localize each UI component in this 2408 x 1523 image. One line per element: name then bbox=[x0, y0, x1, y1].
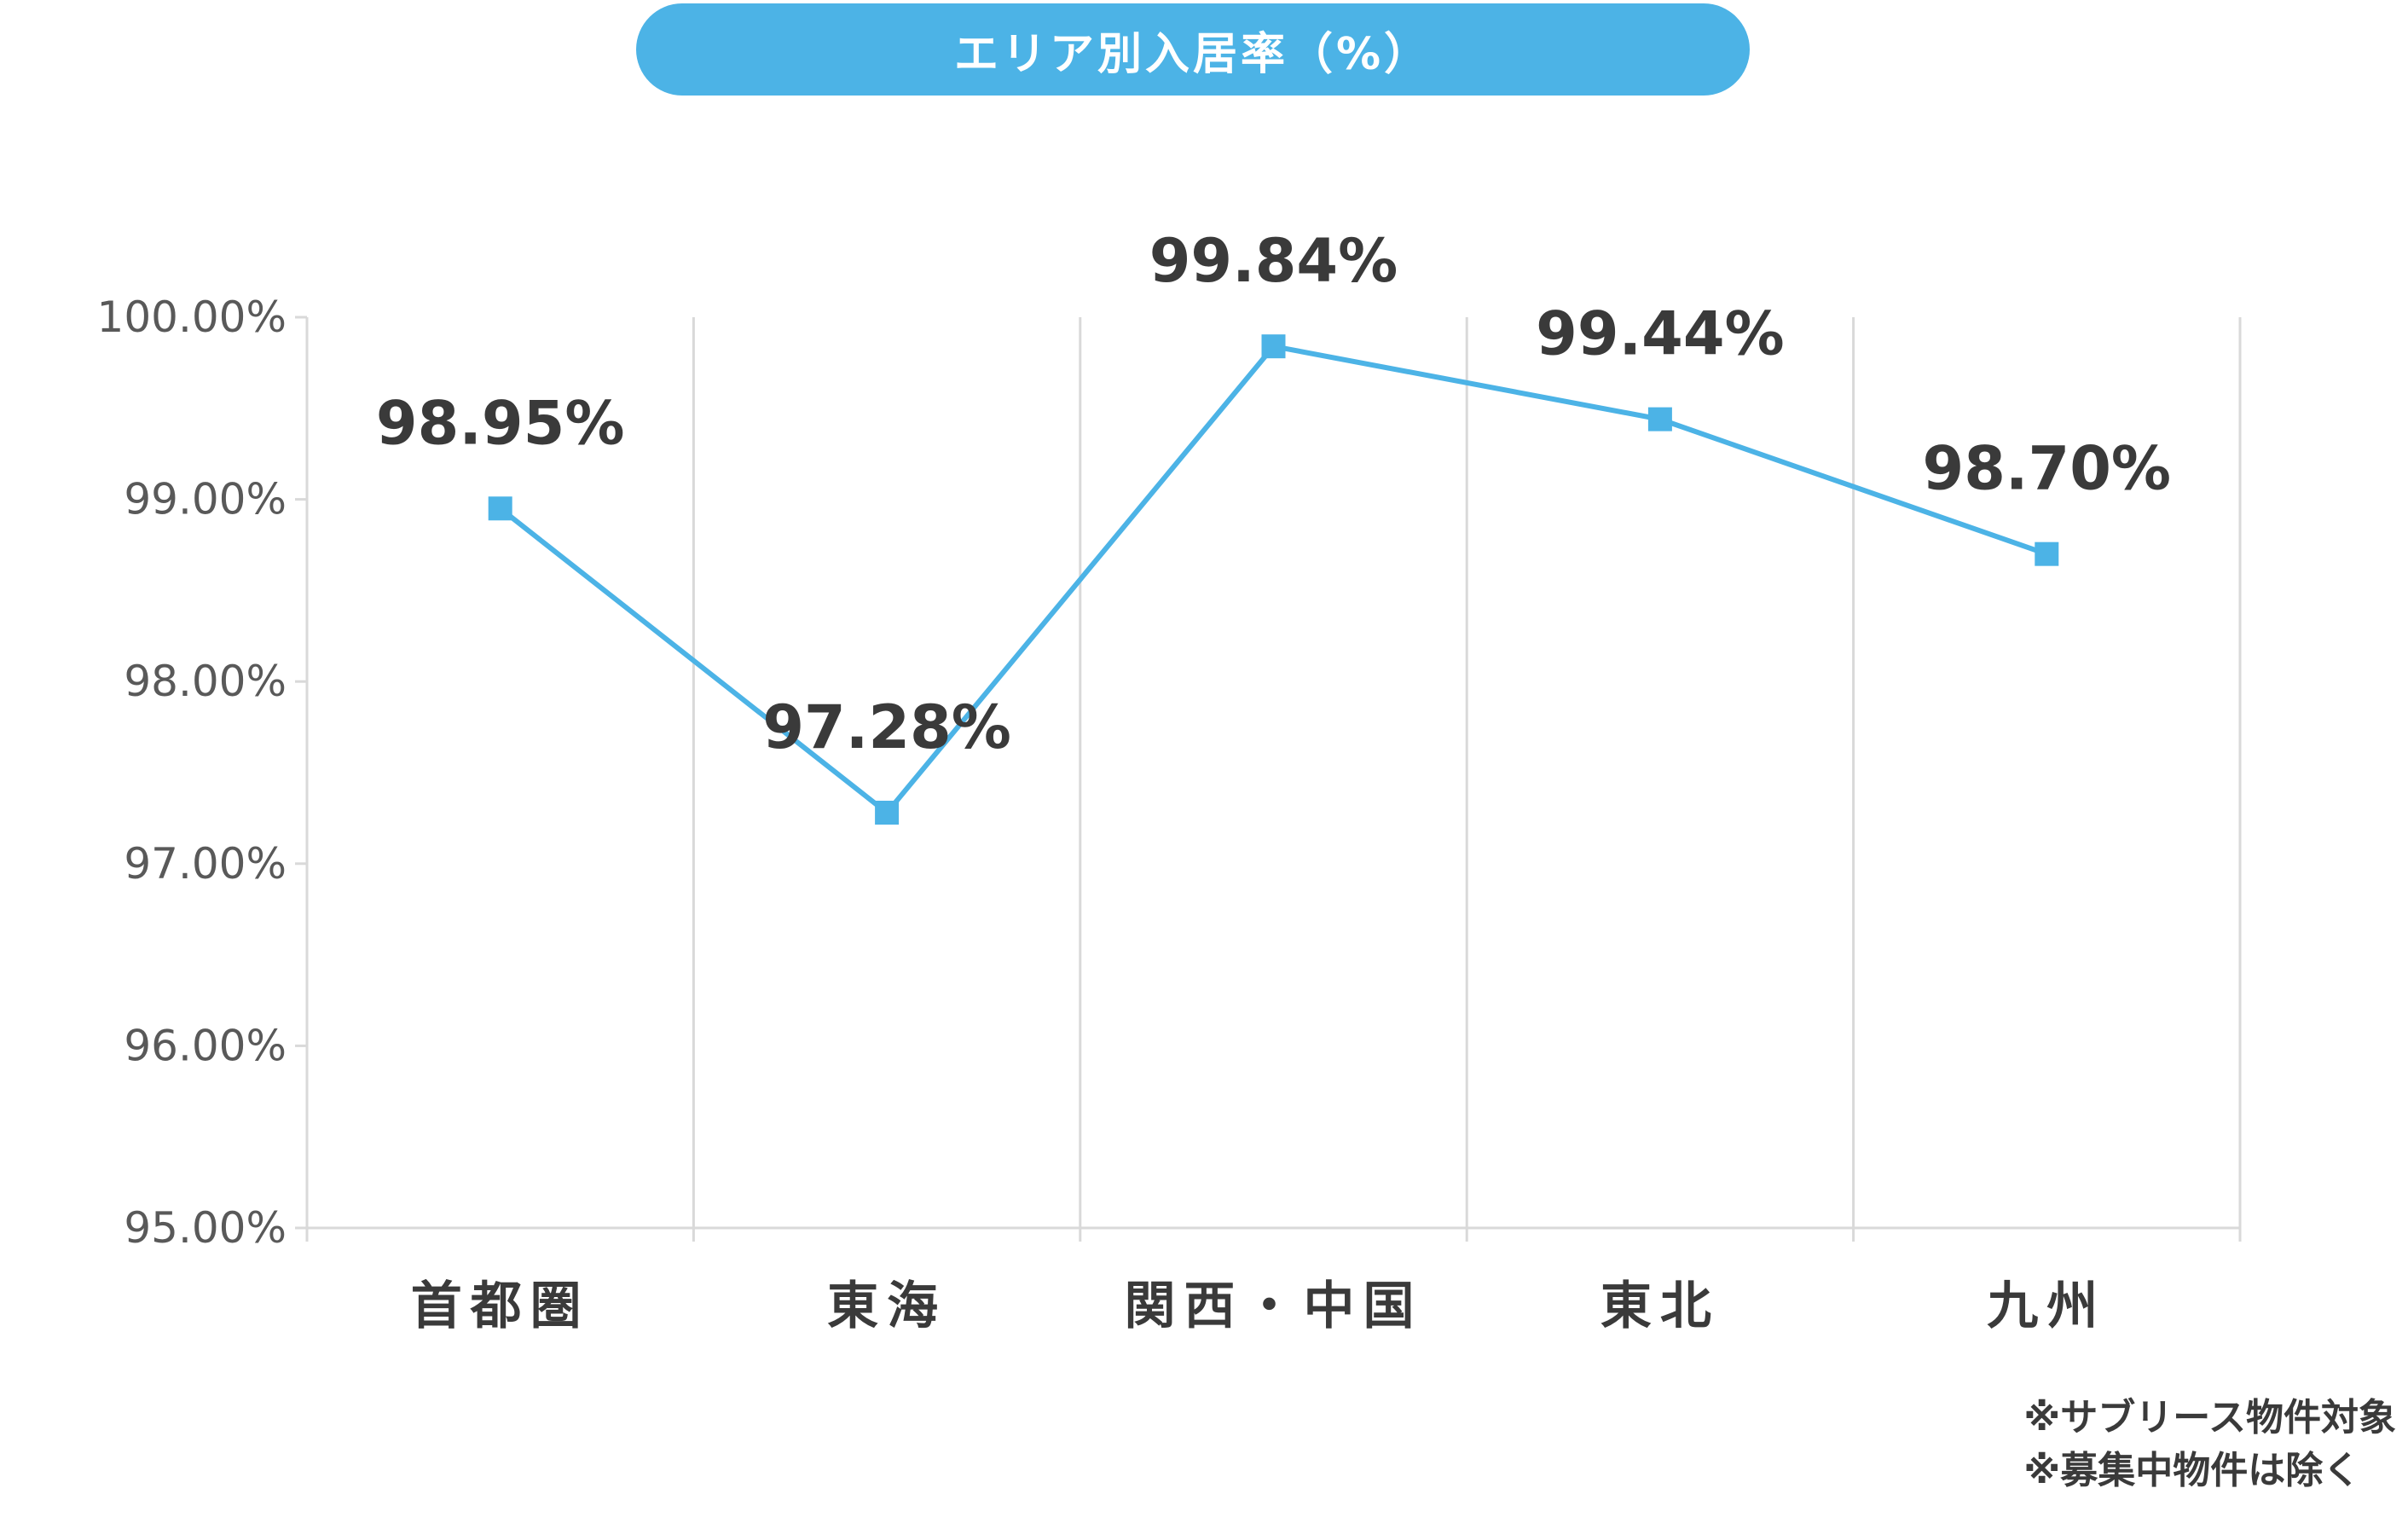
data-labels: 98.95% 97.28% 99.84% 99.44% 98.70% bbox=[376, 226, 2171, 762]
x-category-label: 首都圏 bbox=[411, 1277, 590, 1336]
y-tick-label: 99.00% bbox=[124, 475, 287, 524]
x-category-label: 九州 bbox=[1987, 1277, 2106, 1336]
x-category-label: 東北 bbox=[1601, 1277, 1720, 1336]
chart-title: エリア別入居率（%） bbox=[636, 3, 1750, 96]
x-category-label: 関西・中国 bbox=[1125, 1277, 1423, 1336]
data-point-marker bbox=[2035, 541, 2059, 566]
x-category-label: 東海 bbox=[827, 1277, 946, 1336]
data-label: 98.95% bbox=[376, 388, 625, 458]
footnote-sublease: ※サブリース物件対象 bbox=[2023, 1396, 2396, 1439]
y-tick-labels: 95.00% 96.00% 97.00% 98.00% 99.00% 100.00% bbox=[97, 292, 287, 1253]
data-label: 98.70% bbox=[1923, 434, 2172, 504]
y-tick-label: 100.00% bbox=[97, 292, 287, 342]
data-point-marker bbox=[1647, 407, 1672, 431]
footnotes: ※サブリース物件対象 ※募集中物件は除く bbox=[2023, 1392, 2396, 1497]
grid-lines bbox=[305, 317, 2242, 1242]
axes bbox=[295, 316, 2240, 1230]
y-tick-label: 95.00% bbox=[124, 1203, 287, 1253]
y-tick-label: 96.00% bbox=[124, 1021, 287, 1070]
y-tick-label: 98.00% bbox=[124, 657, 287, 706]
y-tick-label: 97.00% bbox=[124, 839, 287, 889]
series-line bbox=[498, 344, 2048, 815]
data-label: 99.44% bbox=[1536, 299, 1785, 369]
data-point-marker bbox=[875, 800, 900, 825]
footnote-vacancy: ※募集中物件は除く bbox=[2023, 1449, 2361, 1492]
data-point-marker bbox=[1261, 334, 1286, 359]
series bbox=[488, 334, 2059, 825]
data-label: 99.84% bbox=[1149, 226, 1398, 296]
data-point-marker bbox=[488, 496, 512, 521]
data-label: 97.28% bbox=[762, 692, 1011, 762]
x-category-labels: 首都圏 東海 関西・中国 東北 九州 bbox=[411, 1277, 2106, 1336]
